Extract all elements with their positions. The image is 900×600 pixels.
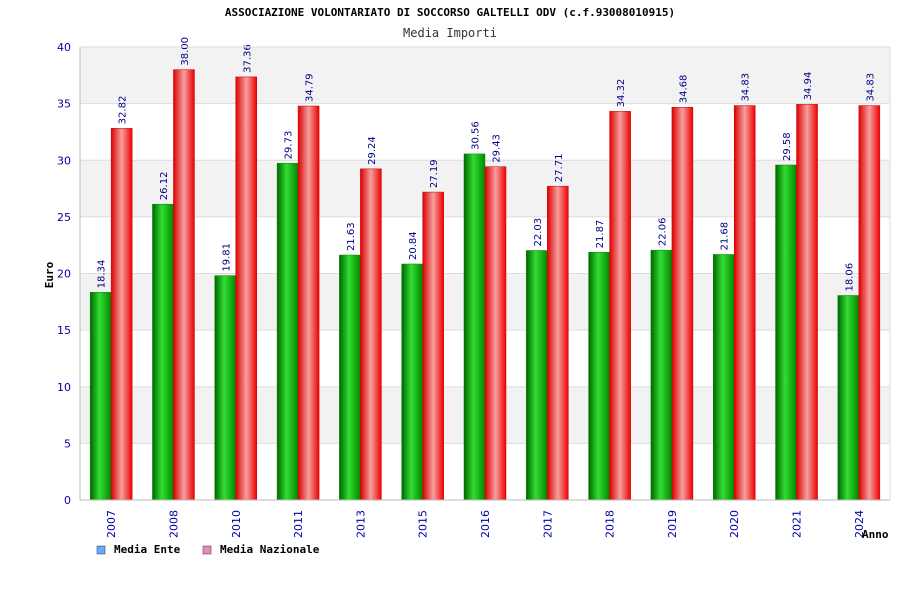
data-label: 37.36 (242, 44, 253, 73)
data-label: 29.73 (284, 131, 295, 160)
x-axis-label: Anno (862, 528, 889, 541)
data-label: 20.84 (408, 231, 419, 260)
y-tick-label: 10 (57, 381, 71, 394)
bar-media-nazionale-2020 (733, 105, 756, 501)
legend-swatch-media-ente (96, 545, 106, 555)
bar-media-ente-2013 (339, 254, 361, 501)
bars-group (89, 69, 881, 501)
bar-media-ente-2007 (89, 292, 112, 501)
x-tick-labels: 2007 2008 2010 2011 2013 2015 2016 2017 2018 2019… (105, 510, 866, 538)
chart-subtitle: Media Importi (403, 26, 497, 40)
x-tick-label: 2024 (853, 510, 866, 538)
grid-band (80, 47, 890, 104)
legend: Media Ente Media Nazionale (96, 543, 320, 556)
data-label: 21.87 (595, 220, 606, 249)
bar-media-nazionale-2016 (484, 166, 507, 501)
y-tick-label: 35 (57, 98, 71, 111)
bar-media-nazionale-2018 (609, 111, 631, 501)
data-label: 34.79 (305, 73, 316, 102)
bar-media-ente-2008 (152, 203, 174, 501)
bar-media-ente-2024 (837, 295, 860, 501)
x-tick-label: 2015 (417, 510, 430, 538)
bar-media-nazionale-2007 (110, 128, 133, 501)
bar-media-nazionale-2024 (858, 105, 881, 501)
x-tick-label: 2018 (604, 510, 617, 538)
data-label: 32.82 (118, 96, 129, 125)
y-axis-label: Euro (43, 261, 56, 288)
x-tick-label: 2016 (479, 510, 492, 538)
data-label: 26.12 (159, 172, 170, 201)
data-label: 34.32 (616, 79, 627, 108)
bar-media-ente-2018 (588, 252, 610, 501)
data-label: 29.43 (492, 134, 503, 163)
bar-media-nazionale-2011 (297, 105, 320, 501)
bar-media-ente-2015 (401, 263, 423, 501)
data-label: 27.19 (429, 159, 440, 188)
bar-media-nazionale-2019 (671, 106, 694, 501)
bar-media-nazionale-2008 (173, 69, 195, 501)
data-label: 30.56 (471, 121, 482, 150)
data-label: 22.06 (657, 218, 668, 247)
bar-media-ente-2021 (775, 164, 797, 501)
data-labels-group: 18.34 32.82 26.12 38.00 19.81 37.36 29.73 34.79… (97, 37, 877, 291)
data-label: 34.83 (865, 73, 876, 102)
x-tick-label: 2010 (230, 510, 243, 538)
x-tick-label: 2008 (167, 510, 180, 538)
data-label: 38.00 (180, 37, 191, 66)
data-label: 34.68 (678, 75, 689, 104)
legend-label-media-nazionale: Media Nazionale (220, 543, 320, 556)
bar-media-nazionale-2021 (796, 104, 818, 501)
x-tick-label: 2007 (105, 510, 118, 538)
data-label: 18.34 (97, 260, 108, 289)
x-tick-label: 2013 (354, 510, 367, 538)
y-tick-label: 0 (64, 494, 71, 507)
bar-media-nazionale-2017 (547, 185, 569, 501)
bar-media-nazionale-2015 (422, 191, 444, 501)
data-label: 21.63 (346, 222, 357, 251)
y-tick-labels: 0 5 10 15 20 25 30 35 40 (57, 41, 71, 507)
bar-media-nazionale-2010 (235, 76, 258, 501)
data-label: 29.58 (782, 132, 793, 161)
y-tick-label: 20 (57, 268, 71, 281)
data-label: 22.03 (533, 218, 544, 247)
y-tick-label: 5 (64, 437, 71, 450)
bar-media-nazionale-2013 (360, 168, 382, 501)
data-label: 34.83 (741, 73, 752, 102)
chart-title: ASSOCIAZIONE VOLONTARIATO DI SOCCORSO GA… (225, 6, 675, 19)
x-tick-label: 2017 (541, 510, 554, 538)
data-label: 18.06 (844, 263, 855, 292)
data-label: 21.68 (720, 222, 731, 251)
legend-swatch-media-nazionale (202, 545, 212, 555)
data-label: 29.24 (367, 136, 378, 165)
bar-media-ente-2019 (650, 249, 673, 501)
data-label: 34.94 (803, 72, 814, 101)
x-tick-label: 2011 (292, 510, 305, 538)
y-tick-label: 25 (57, 211, 71, 224)
x-tick-label: 2020 (728, 510, 741, 538)
axes-group (79, 46, 891, 501)
bar-media-ente-2010 (214, 275, 237, 501)
legend-label-media-ente: Media Ente (114, 543, 181, 556)
y-tick-label: 30 (57, 154, 71, 167)
bar-media-ente-2020 (712, 254, 735, 501)
data-label: 19.81 (221, 243, 232, 272)
grid-band (80, 103, 890, 161)
bar-media-ente-2016 (463, 153, 486, 501)
y-tick-label: 40 (57, 41, 71, 54)
x-tick-label: 2019 (666, 510, 679, 538)
data-label: 27.71 (554, 154, 565, 183)
y-tick-label: 15 (57, 324, 71, 337)
bar-media-ente-2017 (526, 250, 548, 501)
bar-media-ente-2011 (276, 163, 299, 501)
x-tick-label: 2021 (791, 510, 804, 538)
